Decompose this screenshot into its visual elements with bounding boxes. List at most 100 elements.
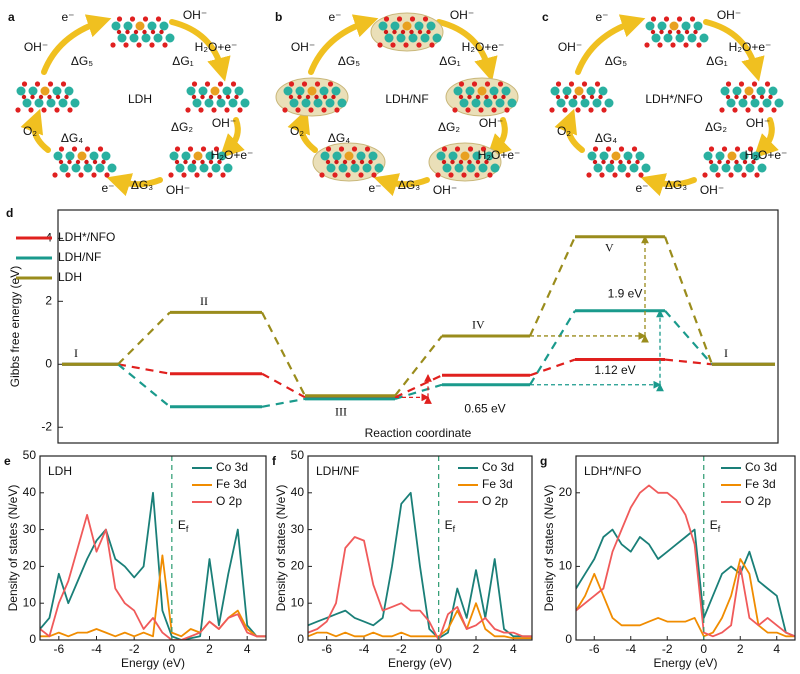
atom xyxy=(217,151,227,161)
legend-label: O 2p xyxy=(216,494,242,508)
connector xyxy=(261,372,306,399)
connector xyxy=(529,310,576,386)
inset-title: LDH/NF xyxy=(316,464,359,478)
oxygen xyxy=(220,172,226,178)
oxygen xyxy=(97,146,104,152)
cycle-arrow xyxy=(20,108,51,153)
atom xyxy=(645,21,655,31)
fermi-E: E xyxy=(710,518,718,532)
oxygen xyxy=(684,29,690,35)
x-tick-label: -6 xyxy=(321,642,332,656)
atom xyxy=(390,21,400,31)
cycle-arrow xyxy=(219,117,245,159)
oxygen xyxy=(474,172,480,178)
oxygen xyxy=(504,107,510,113)
atom xyxy=(436,151,446,161)
oxygen xyxy=(334,107,340,113)
oxygen xyxy=(217,159,222,165)
atom xyxy=(374,163,384,173)
cycle-label: O₂ xyxy=(23,124,37,138)
atom xyxy=(337,98,347,108)
oxygen xyxy=(331,94,336,100)
y-axis-label: Density of states (N/eV) xyxy=(542,485,556,612)
atom xyxy=(744,86,754,96)
atom xyxy=(107,163,117,173)
y-tick-label: 10 xyxy=(559,559,573,573)
panel-label: a xyxy=(8,10,15,24)
oxygen xyxy=(297,94,302,100)
cycle-label: e⁻ xyxy=(61,10,74,24)
oxygen xyxy=(732,107,738,113)
oxygen xyxy=(670,42,676,48)
atom xyxy=(175,163,185,173)
oxygen xyxy=(429,42,435,48)
atom xyxy=(234,86,244,96)
cycle-arrow xyxy=(169,19,231,82)
oxygen xyxy=(609,159,615,165)
oxygen xyxy=(417,29,423,35)
plot-frame xyxy=(57,209,779,444)
dos-line xyxy=(576,484,795,638)
oxygen xyxy=(592,146,599,152)
atom xyxy=(598,86,608,96)
atom xyxy=(669,21,679,31)
atom xyxy=(442,163,452,173)
cycle-arrow xyxy=(575,14,646,75)
atom xyxy=(617,163,627,173)
y-tick-label: 20 xyxy=(559,485,573,499)
atom xyxy=(378,21,388,31)
legend-label: Co 3d xyxy=(216,460,248,474)
atom xyxy=(709,163,719,173)
atom xyxy=(408,33,418,43)
cycle-arrow xyxy=(640,173,697,197)
atom xyxy=(604,98,614,108)
legend-label: Fe 3d xyxy=(216,477,247,491)
oxygen xyxy=(301,81,308,87)
oxygen xyxy=(759,94,765,100)
legend-label: Fe 3d xyxy=(482,477,513,491)
oxygen xyxy=(725,81,732,87)
x-tick-label: 4 xyxy=(510,642,517,656)
cycle-label: OH⁻ xyxy=(558,40,582,54)
oxygen xyxy=(409,29,414,35)
cycle-label: H₂O+e⁻ xyxy=(195,40,238,54)
cycle-arrow xyxy=(106,173,163,197)
cycle-label: ΔG₃ xyxy=(665,178,687,192)
dos-line xyxy=(40,514,266,640)
plot-frame xyxy=(39,455,267,641)
annotation: 1.9 eV xyxy=(608,287,643,301)
oxygen xyxy=(497,81,504,87)
cycle-label: ΔG₃ xyxy=(131,178,153,192)
oxygen xyxy=(717,159,722,165)
oxygen xyxy=(198,107,204,113)
cycle-label: OH⁻ xyxy=(166,183,190,197)
oxygen xyxy=(234,94,239,100)
atom xyxy=(605,163,615,173)
x-tick-label: -4 xyxy=(625,642,636,656)
atom xyxy=(169,151,179,161)
connector xyxy=(664,358,713,366)
atom xyxy=(681,21,691,31)
connector xyxy=(664,310,713,366)
oxygen xyxy=(492,94,498,100)
oxygen xyxy=(150,29,156,35)
oxygen xyxy=(142,16,149,22)
cycle-arrow xyxy=(753,117,779,159)
fermi-sub: f xyxy=(453,524,456,534)
atom xyxy=(198,86,208,96)
cycle-label: e⁻ xyxy=(635,181,648,195)
oxygen xyxy=(21,94,27,100)
x-tick-label: -6 xyxy=(53,642,64,656)
atom xyxy=(562,86,572,96)
oxygen xyxy=(751,81,758,87)
oxygen xyxy=(568,81,575,87)
cycle-label: OH⁻ xyxy=(212,116,236,130)
x-axis-label: Energy (eV) xyxy=(653,656,717,670)
atom xyxy=(757,163,767,173)
atom xyxy=(593,163,603,173)
oxygen xyxy=(155,16,162,22)
oxygen xyxy=(325,146,332,152)
atom xyxy=(129,33,139,43)
atom xyxy=(751,151,761,161)
